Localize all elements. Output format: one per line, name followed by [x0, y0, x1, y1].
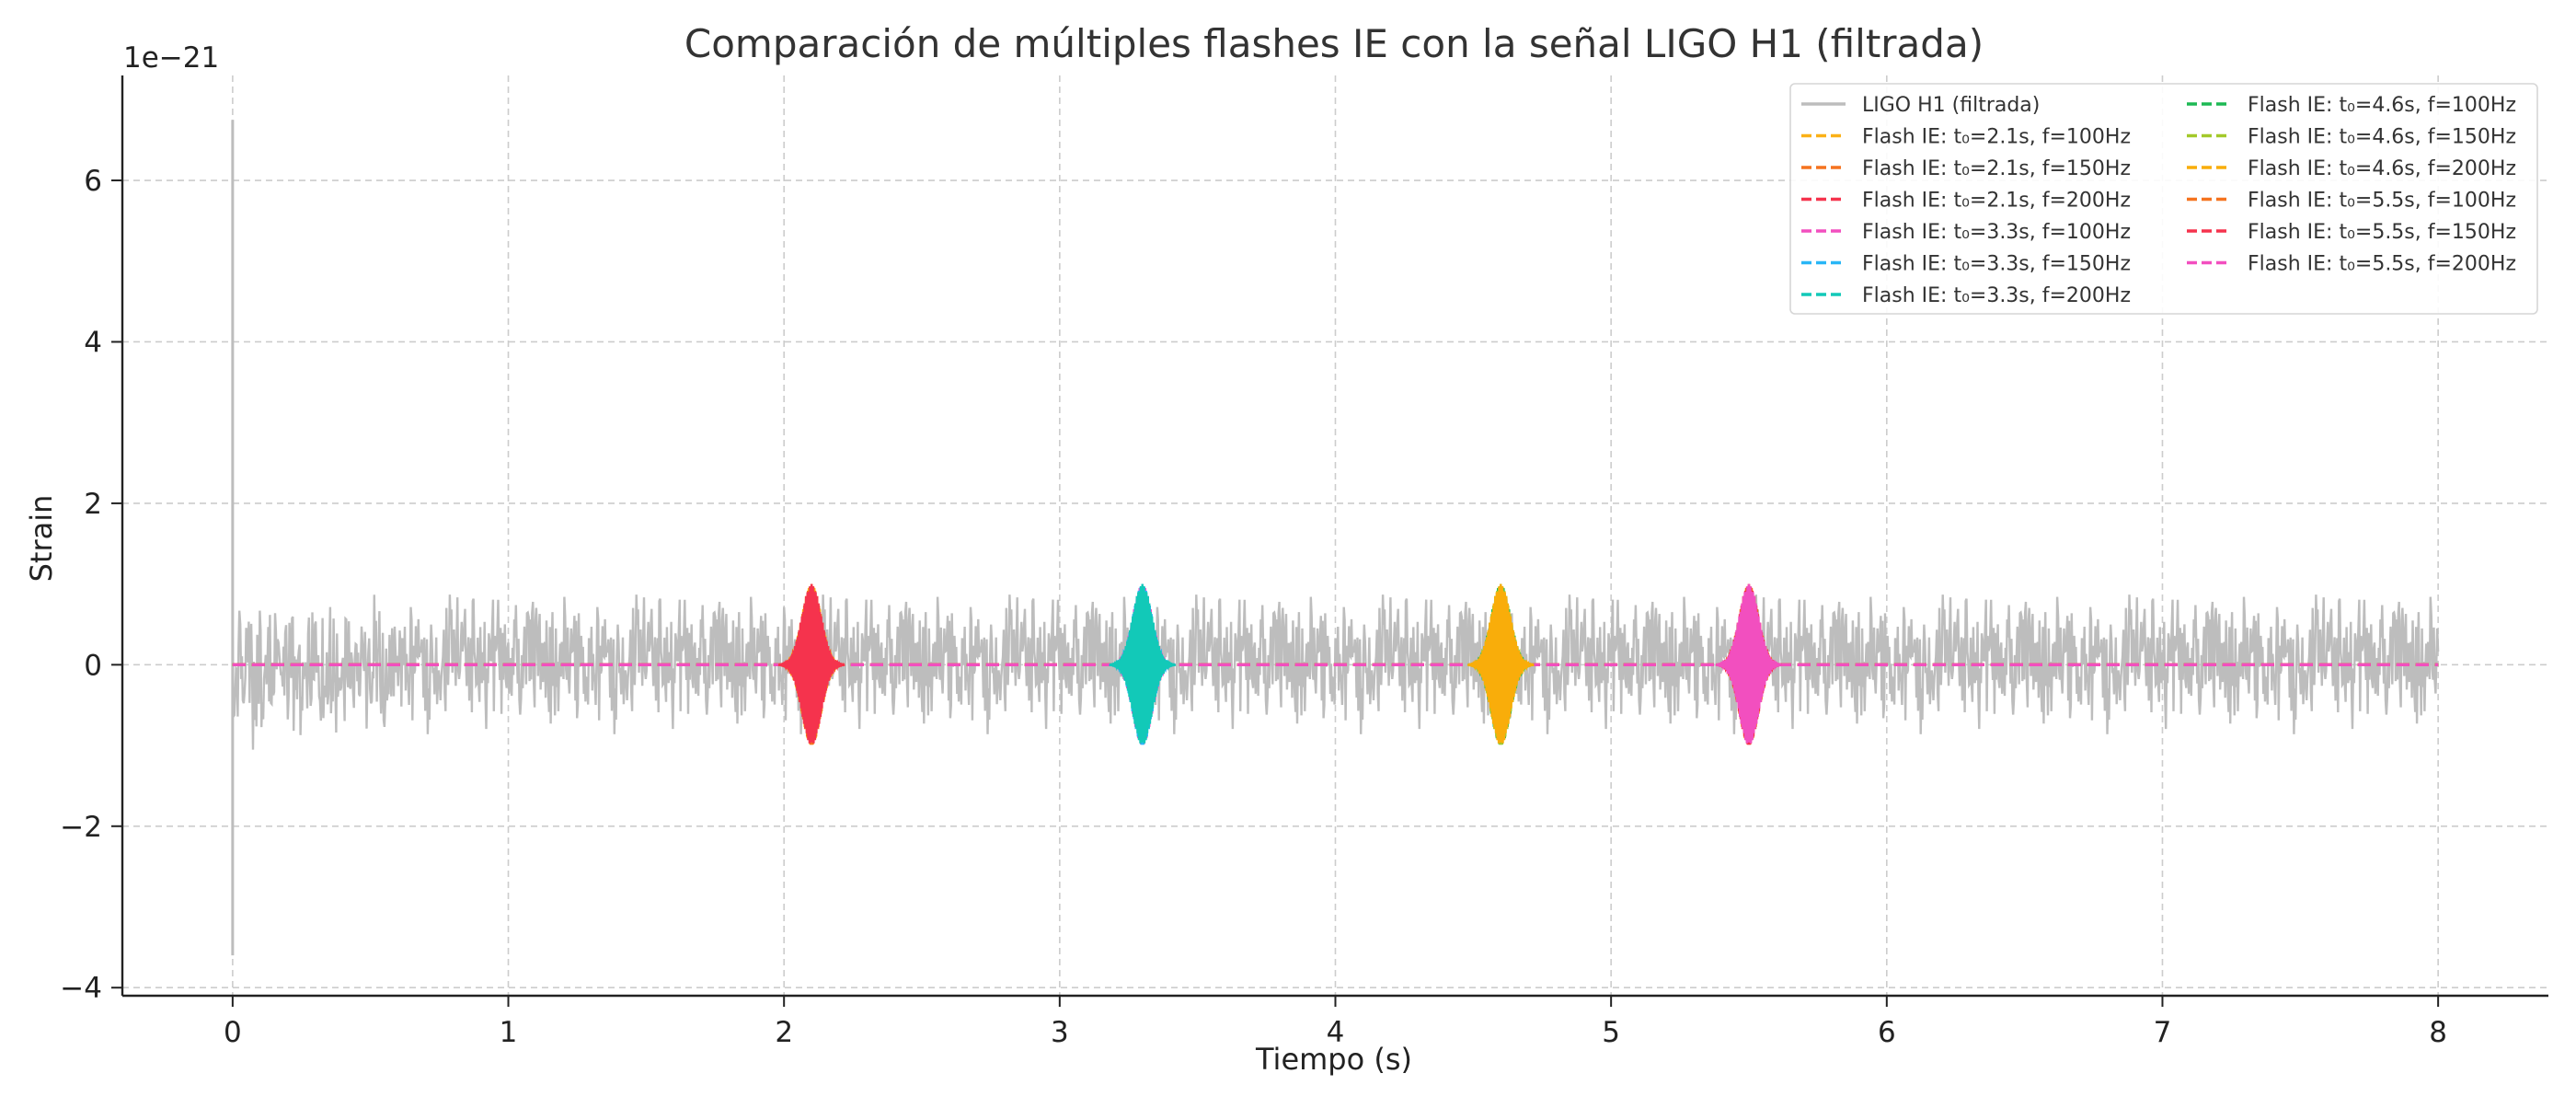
legend-label: Flash IE: t₀=2.1s, f=100Hz — [1862, 126, 2131, 149]
legend-label: Flash IE: t₀=2.1s, f=150Hz — [1862, 157, 2131, 180]
x-tick-label: 8 — [2429, 1016, 2447, 1049]
legend-label: Flash IE: t₀=3.3s, f=150Hz — [1862, 253, 2131, 276]
legend-label: Flash IE: t₀=3.3s, f=200Hz — [1862, 284, 2131, 307]
legend-label: Flash IE: t₀=3.3s, f=100Hz — [1862, 221, 2131, 244]
legend-label: Flash IE: t₀=2.1s, f=200Hz — [1862, 190, 2131, 213]
x-tick-label: 7 — [2154, 1016, 2172, 1049]
x-tick-label: 4 — [1327, 1016, 1345, 1049]
axes: 0 1 2 3 4 5 6 7 8 −4 −2 0 2 4 6 — [60, 75, 2548, 1049]
legend-label: LIGO H1 (filtrada) — [1862, 94, 2040, 117]
flash-wave-packet — [777, 583, 845, 744]
y-tick-label: 0 — [84, 649, 102, 682]
legend-box — [1789, 83, 2538, 315]
plot-area — [231, 120, 2440, 956]
legend-label: Flash IE: t₀=4.6s, f=100Hz — [2248, 94, 2516, 117]
x-tick-label: 5 — [1602, 1016, 1620, 1049]
legend-label: Flash IE: t₀=5.5s, f=150Hz — [2248, 221, 2516, 244]
legend-label: Flash IE: t₀=4.6s, f=150Hz — [2248, 126, 2516, 149]
ligo-noise-trace — [231, 594, 2440, 750]
chart-title: Comparación de múltiples flashes IE con … — [684, 21, 1984, 66]
x-tick-label: 2 — [775, 1016, 793, 1049]
y-tick-label: −4 — [60, 972, 102, 1005]
legend-label: Flash IE: t₀=4.6s, f=200Hz — [2248, 157, 2516, 180]
x-tick-label: 6 — [1878, 1016, 1896, 1049]
y-tick-label: 4 — [84, 326, 102, 359]
y-axis-scale-label: 1e−21 — [123, 41, 219, 75]
legend-label: Flash IE: t₀=5.5s, f=100Hz — [2248, 190, 2516, 213]
y-tick-label: 2 — [84, 488, 102, 521]
y-axis-label: Strain — [24, 495, 59, 583]
x-axis-label: Tiempo (s) — [1255, 1042, 1412, 1077]
flash-wave-packet — [1715, 583, 1783, 744]
y-tick-label: 6 — [84, 165, 102, 198]
legend: LIGO H1 (filtrada) Flash IE: t₀=2.1s, f=1… — [1789, 83, 2538, 315]
flash-wave-packet — [1466, 583, 1535, 744]
flash-wave-packet — [1109, 583, 1177, 744]
legend-label: Flash IE: t₀=5.5s, f=200Hz — [2248, 253, 2516, 276]
y-tick-label: −2 — [60, 811, 102, 844]
x-tick-label: 3 — [1051, 1016, 1069, 1049]
x-tick-label: 1 — [500, 1016, 518, 1049]
x-tick-label: 0 — [224, 1016, 242, 1049]
